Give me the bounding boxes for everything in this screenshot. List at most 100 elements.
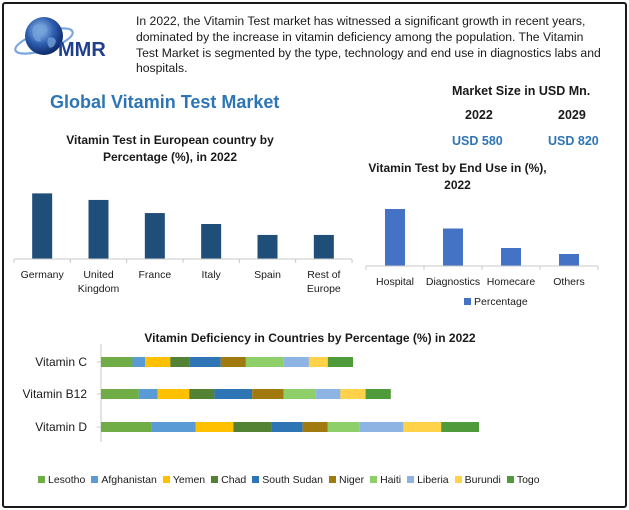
eu-tick-label-5: Rest of Europe — [307, 269, 341, 295]
enduse-tick-label-0: Hospital — [376, 276, 414, 288]
eu-bar-5 — [313, 234, 334, 259]
legend-label: Lesotho — [48, 474, 86, 486]
legend-swatch — [328, 475, 336, 483]
legend-item-3: Chad — [211, 474, 246, 486]
legend-swatch — [370, 475, 378, 483]
legend-item-6: Haiti — [370, 474, 401, 486]
eu-tick-label-3: Italy — [202, 269, 222, 281]
enduse-legend: Percentage — [464, 296, 528, 308]
deficiency-segment-1-8 — [340, 389, 366, 399]
deficiency-segment-0-2 — [145, 357, 171, 367]
deficiency-chart-title: Vitamin Deficiency in Countries by Perce… — [144, 331, 476, 345]
market-size-value-2029: USD 820 — [548, 134, 599, 148]
enduse-bar-2 — [501, 248, 521, 266]
deficiency-category-label-2: Vitamin D — [35, 420, 87, 434]
deficiency-segment-1-4 — [214, 389, 253, 399]
legend-label: Chad — [221, 474, 247, 486]
deficiency-category-label-0: Vitamin C — [35, 355, 87, 369]
deficiency-segment-0-7 — [283, 357, 309, 367]
enduse-bar-0 — [385, 209, 405, 266]
deficiency-segment-0-6 — [245, 357, 284, 367]
enduse-bar-1 — [443, 228, 463, 266]
deficiency-segment-2-8 — [403, 422, 442, 432]
market-size-value-2022: USD 580 — [452, 134, 503, 148]
mmr-logo: MMR — [14, 12, 126, 68]
deficiency-segment-1-0 — [101, 389, 139, 399]
legend-label: Burundi — [464, 474, 501, 486]
logo-text: MMR — [58, 39, 106, 61]
legend-item-7: Liberia — [407, 474, 449, 486]
deficiency-segment-2-2 — [195, 422, 234, 432]
legend-label: South Sudan — [262, 474, 323, 486]
deficiency-segment-2-0 — [101, 422, 152, 432]
market-size-year-2029: 2029 — [558, 108, 586, 122]
deficiency-segment-1-3 — [189, 389, 215, 399]
enduse-tick-label-3: Others — [553, 276, 585, 288]
market-size-year-2022: 2022 — [465, 108, 493, 122]
deficiency-segment-0-1 — [132, 357, 146, 367]
deficiency-segment-0-8 — [308, 357, 328, 367]
deficiency-segment-1-9 — [365, 389, 391, 399]
globe-icon: MMR — [14, 17, 106, 61]
enduse-tick-label-2: Homecare — [487, 276, 536, 288]
deficiency-segment-1-1 — [138, 389, 158, 399]
legend-label: Percentage — [474, 296, 528, 308]
eu-chart-title: Vitamin Test in European country by Perc… — [66, 133, 274, 164]
eu-tick-label-2: France — [138, 269, 171, 281]
legend-swatch — [454, 475, 462, 483]
legend-swatch — [252, 475, 260, 483]
legend-label: Haiti — [380, 474, 402, 486]
market-size-title: Market Size in USD Mn. — [452, 84, 591, 98]
deficiency-segment-2-3 — [233, 422, 272, 432]
enduse-chart-title: Vitamin Test by End Use in (%), 2022 — [368, 161, 547, 192]
legend-swatch — [211, 475, 219, 483]
enduse-bar-3 — [559, 254, 579, 266]
eu-tick-label-4: Spain — [254, 269, 281, 281]
deficiency-segment-2-1 — [151, 422, 196, 432]
deficiency-segment-0-5 — [220, 357, 246, 367]
legend-swatch — [38, 475, 45, 483]
legend-swatch — [464, 297, 471, 305]
deficiency-segment-0-4 — [189, 357, 221, 367]
deficiency-segment-0-0 — [101, 357, 133, 367]
enduse-tick-label-1: Diagnostics — [426, 276, 480, 288]
legend-swatch — [407, 475, 415, 483]
intro-paragraph: In 2022, the Vitamin Test market has wit… — [136, 14, 601, 76]
deficiency-segment-0-3 — [170, 357, 190, 367]
legend-swatch — [506, 475, 514, 483]
eu-bar-3 — [201, 224, 222, 259]
legend-swatch — [162, 475, 170, 483]
legend-item-8: Burundi — [454, 474, 501, 486]
deficiency-category-label-1: Vitamin B12 — [23, 387, 88, 401]
deficiency-segment-2-4 — [271, 422, 303, 432]
legend-item-4: South Sudan — [252, 474, 323, 486]
page-title: Global Vitamin Test Market — [50, 92, 280, 112]
deficiency-segment-1-2 — [157, 389, 190, 399]
deficiency-segment-0-9 — [327, 357, 353, 367]
legend-label: Niger — [338, 474, 365, 486]
legend-label: Liberia — [417, 474, 449, 486]
legend-label: Afghanistan — [101, 474, 157, 486]
deficiency-segment-2-6 — [327, 422, 360, 432]
eu-bar-4 — [257, 234, 278, 259]
deficiency-segment-2-5 — [302, 422, 328, 432]
deficiency-segment-1-5 — [252, 389, 284, 399]
deficiency-segment-2-9 — [441, 422, 479, 432]
eu-bar-2 — [144, 213, 165, 259]
deficiency-legend: Lesotho Afghanistan Yemen Chad South Sudan Ni… — [38, 474, 546, 486]
legend-swatch — [91, 475, 99, 483]
legend-item-9: Togo — [506, 474, 540, 486]
legend-label: Yemen — [172, 474, 206, 486]
legend-item-0: Lesotho — [38, 474, 85, 486]
legend-item-5: Niger — [328, 474, 365, 486]
legend-item-2: Yemen — [162, 474, 206, 486]
eu-tick-label-0: Germany — [21, 269, 65, 281]
eu-tick-label-1: United Kingdom — [78, 269, 120, 295]
deficiency-segment-2-7 — [359, 422, 404, 432]
eu-bar-0 — [32, 193, 53, 259]
deficiency-segment-1-6 — [283, 389, 316, 399]
eu-bar-1 — [88, 199, 109, 259]
deficiency-segment-1-7 — [315, 389, 341, 399]
legend-label: Togo — [516, 474, 540, 486]
